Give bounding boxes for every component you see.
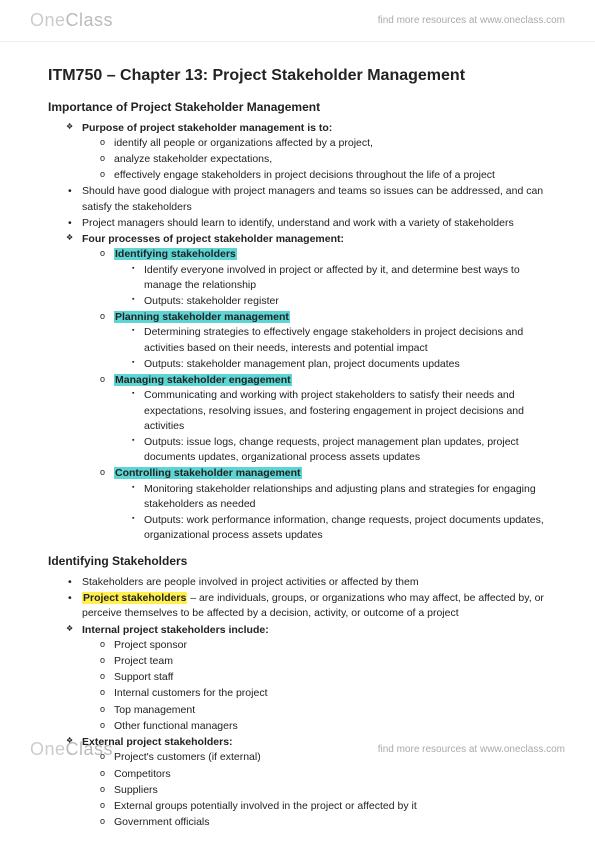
section2-heading: Identifying Stakeholders (48, 553, 557, 570)
purpose-item: effectively engage stakeholders in proje… (100, 168, 557, 183)
stakeholders-intro: Stakeholders are people involved in proj… (70, 575, 557, 590)
definition-term: Project stakeholders (82, 592, 187, 604)
section1-heading: Importance of Project Stakeholder Manage… (48, 99, 557, 116)
page-title: ITM750 – Chapter 13: Project Stakeholder… (48, 64, 557, 87)
internal-list: Project sponsor Project team Support sta… (82, 638, 557, 734)
tagline-text-footer: find more resources at www.oneclass.com (378, 744, 565, 755)
internal-item: Top management (100, 703, 557, 718)
internal-item: Internal customers for the project (100, 686, 557, 701)
section1-list: Purpose of project stakeholder managemen… (48, 121, 557, 544)
document-body: ITM750 – Chapter 13: Project Stakeholder… (0, 42, 595, 841)
external-item: Government officials (100, 815, 557, 830)
dialogue-note: Should have good dialogue with project m… (70, 184, 557, 214)
process-desc: Identify everyone involved in project or… (132, 263, 557, 293)
brand-part2-footer: Class (66, 739, 114, 759)
purpose-item: identify all people or organizations aff… (100, 136, 557, 151)
internal-item: Project team (100, 654, 557, 669)
process-desc: Communicating and working with project s… (132, 388, 557, 434)
internal-lead: Internal project stakeholders include: (82, 624, 269, 636)
section2-list: Stakeholders are people involved in proj… (48, 575, 557, 831)
four-processes-lead: Four processes of project stakeholder ma… (82, 233, 344, 245)
brand-logo-footer: OneClass (30, 739, 113, 760)
page-footer: OneClass find more resources at www.onec… (0, 729, 595, 770)
process-name: Controlling stakeholder management (114, 467, 302, 479)
learn-note: Project managers should learn to identif… (70, 216, 557, 231)
process-name: Identifying stakeholders (114, 248, 237, 260)
process-outputs: Outputs: stakeholder management plan, pr… (132, 357, 557, 372)
purpose-item: analyze stakeholder expectations, (100, 152, 557, 167)
process-desc: Monitoring stakeholder relationships and… (132, 482, 557, 512)
purpose-sublist: identify all people or organizations aff… (82, 136, 557, 184)
brand-part1: One (30, 10, 66, 30)
external-item: Suppliers (100, 783, 557, 798)
page-header: OneClass find more resources at www.onec… (0, 0, 595, 42)
process-desc: Determining strategies to effectively en… (132, 325, 557, 355)
tagline-text: find more resources at www.oneclass.com (378, 15, 565, 26)
purpose-lead: Purpose of project stakeholder managemen… (82, 122, 332, 134)
external-item: External groups potentially involved in … (100, 799, 557, 814)
process-outputs: Outputs: stakeholder register (132, 294, 557, 309)
process-name: Planning stakeholder management (114, 311, 290, 323)
internal-item: Project sponsor (100, 638, 557, 653)
process-outputs: Outputs: issue logs, change requests, pr… (132, 435, 557, 465)
processes-list: Identifying stakeholders Identify everyo… (82, 247, 557, 543)
process-outputs: Outputs: work performance information, c… (132, 513, 557, 543)
brand-part2: Class (66, 10, 114, 30)
brand-logo: OneClass (30, 10, 113, 31)
brand-part1-footer: One (30, 739, 66, 759)
internal-item: Support staff (100, 670, 557, 685)
process-name: Managing stakeholder engagement (114, 374, 292, 386)
